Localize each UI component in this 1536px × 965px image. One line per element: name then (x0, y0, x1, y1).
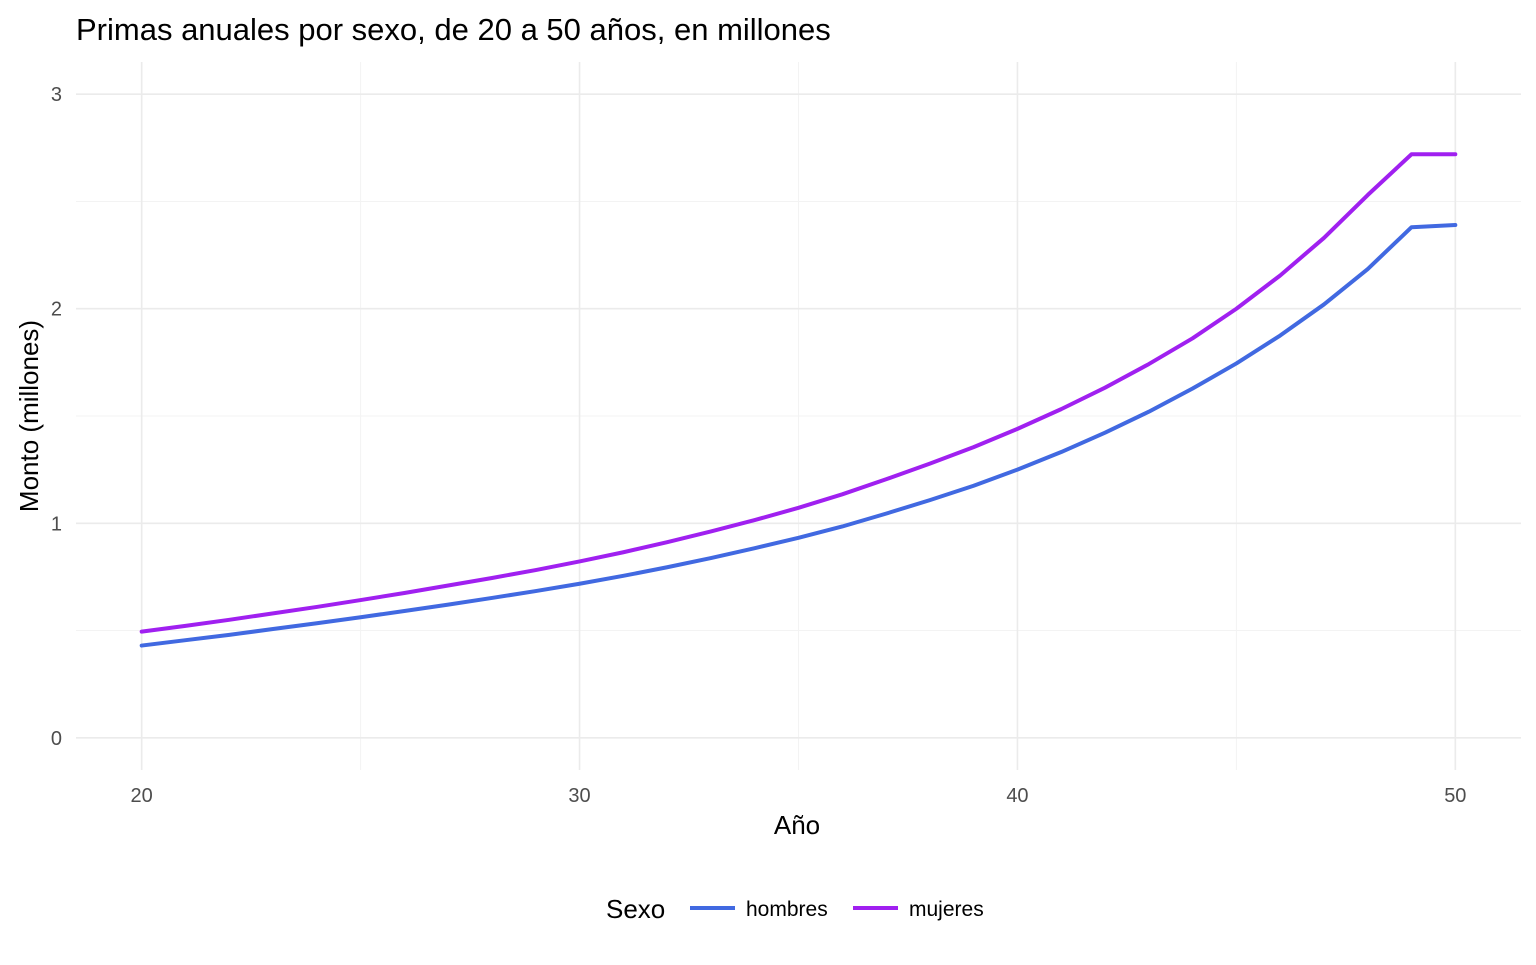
x-axis-title: Año (774, 810, 820, 840)
series-line-mujeres (139, 152, 1458, 634)
major-gridlines (76, 62, 1521, 770)
legend-title: Sexo (606, 894, 665, 924)
x-tick-label: 30 (568, 785, 590, 807)
x-tick-label: 20 (131, 785, 153, 807)
legend-label-mujeres: mujeres (909, 898, 984, 921)
series-lines (139, 152, 1458, 648)
series-line-hombres (139, 223, 1458, 648)
y-tick-label: 2 (51, 299, 62, 321)
y-tick-label: 3 (51, 84, 62, 106)
minor-gridlines (76, 62, 1521, 770)
x-tick-label: 40 (1006, 785, 1028, 807)
y-tick-label: 1 (51, 513, 62, 535)
legend-items: hombres mujeres (690, 898, 984, 921)
x-axis-tick-labels: 20 30 40 50 (131, 785, 1467, 807)
x-tick-label: 50 (1444, 785, 1466, 807)
legend: Sexo hombres mujeres (606, 894, 984, 924)
y-axis-tick-labels: 0 1 2 3 (51, 84, 62, 750)
legend-label-hombres: hombres (746, 898, 828, 921)
chart-title: Primas anuales por sexo, de 20 a 50 años… (76, 12, 831, 47)
y-axis-title: Monto (millones) (14, 320, 44, 512)
y-tick-label: 0 (51, 728, 62, 750)
